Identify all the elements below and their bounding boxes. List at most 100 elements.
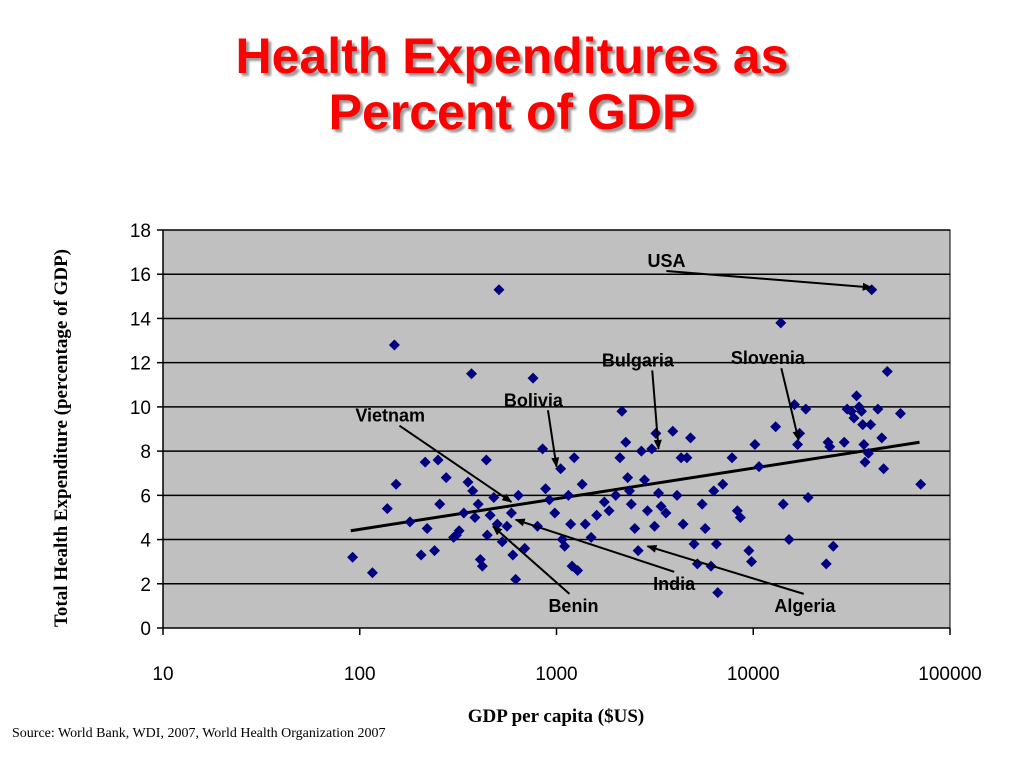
data-point [915,478,927,490]
data-point [734,511,746,523]
data-point [510,573,522,585]
data-point [537,443,549,455]
data-point [366,567,378,579]
x-axis-label: GDP per capita ($US) [467,706,645,727]
data-point [859,456,871,468]
data-point [712,587,724,599]
data-point [614,452,626,464]
source-note: Source: World Bank, WDI, 2007, World Hea… [12,726,386,741]
data-point [667,425,679,437]
data-point [777,498,789,510]
data-point [480,454,492,466]
data-point [749,438,761,450]
data-point [484,509,496,521]
data-point [862,447,874,459]
data-point [472,498,484,510]
data-point [543,494,555,506]
data-point [462,476,474,488]
data-point [688,538,700,550]
annotation-arrow [646,544,805,595]
data-point [559,540,571,552]
data-point [746,556,758,568]
data-point [434,498,446,510]
data-point [655,500,667,512]
annotation-label: Algeria [774,596,836,616]
data-point [743,545,755,557]
data-point [466,368,478,380]
annotation-arrow [546,410,560,468]
data-point [629,523,641,534]
y-tick-label: 6 [140,486,151,507]
data-point [415,549,427,561]
data-point [851,390,863,402]
data-point [622,472,634,484]
data-point [610,489,622,501]
data-point [565,518,577,530]
annotation-arrow [780,368,801,442]
title-line-2: Percent of GDP [328,84,696,140]
data-point [432,454,444,466]
y-tick-label: 10 [130,398,151,419]
data-point [507,549,519,561]
annotation-arrow [666,269,873,291]
data-point [390,478,402,490]
data-point [505,507,517,519]
data-point [616,405,628,417]
data-point [603,505,615,517]
data-point [856,405,868,417]
annotation-arrow [398,424,513,503]
data-point [820,558,832,570]
slide-title: Health Expenditures as Percent of GDP [0,28,1024,140]
data-point [458,507,470,519]
data-point [404,516,416,528]
data-point [388,339,400,351]
data-point [696,498,708,510]
y-tick-label: 4 [140,531,151,552]
data-point [549,507,561,519]
data-point [792,438,804,450]
y-tick-label: 14 [130,309,152,330]
data-point [671,489,683,501]
data-point [653,487,665,499]
data-point [783,534,795,546]
data-point [568,452,580,464]
data-point [681,452,693,464]
data-point [562,489,574,501]
x-tick-label: 100 [344,664,376,685]
y-tick-label: 0 [140,619,151,640]
data-point [726,452,738,464]
data-point [481,529,493,541]
data-point [699,523,711,534]
y-tick-label: 12 [130,354,151,375]
y-tick-label: 18 [130,221,151,242]
data-point [677,518,689,530]
data-point [381,503,393,515]
data-point [865,419,877,431]
annotation-arrow [514,518,675,573]
data-point [770,421,782,433]
data-point [625,498,637,510]
data-point [419,456,431,468]
data-point [496,536,508,548]
data-point [753,461,765,473]
annotation-label: USA [647,251,685,271]
data-point [469,511,481,523]
plot-area [162,229,951,629]
data-point [476,560,488,572]
data-point [685,432,697,444]
data-point [632,545,644,557]
data-point [512,489,524,501]
data-point [641,505,653,517]
data-point [857,419,869,431]
data-point [579,518,591,530]
data-point [872,403,884,415]
data-point [660,507,672,519]
data-point [802,492,814,504]
y-tick-label: 2 [140,575,151,596]
data-point [717,478,729,490]
data-point [638,474,650,486]
data-point [527,372,539,384]
annotation-arrow [492,525,571,595]
data-point [440,472,452,484]
